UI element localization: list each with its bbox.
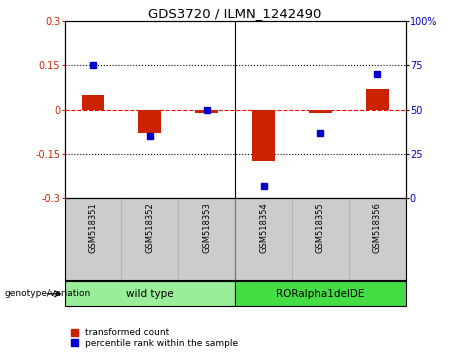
- Text: GSM518354: GSM518354: [259, 202, 268, 253]
- Bar: [366, 89, 389, 110]
- Text: genotype/variation: genotype/variation: [5, 289, 91, 298]
- Title: GDS3720 / ILMN_1242490: GDS3720 / ILMN_1242490: [148, 7, 322, 20]
- Text: GSM518353: GSM518353: [202, 202, 211, 253]
- Bar: [309, 110, 332, 113]
- Bar: [65, 281, 235, 306]
- Text: RORalpha1delDE: RORalpha1delDE: [276, 289, 365, 299]
- Bar: [138, 110, 161, 133]
- Bar: [82, 95, 104, 110]
- Bar: [252, 110, 275, 161]
- Text: GSM518352: GSM518352: [145, 202, 154, 253]
- Bar: [235, 281, 406, 306]
- Text: GSM518351: GSM518351: [89, 202, 97, 253]
- Text: GSM518356: GSM518356: [373, 202, 382, 253]
- Text: GSM518355: GSM518355: [316, 202, 325, 253]
- Legend: transformed count, percentile rank within the sample: transformed count, percentile rank withi…: [69, 326, 240, 349]
- Bar: [195, 110, 218, 113]
- Text: wild type: wild type: [126, 289, 174, 299]
